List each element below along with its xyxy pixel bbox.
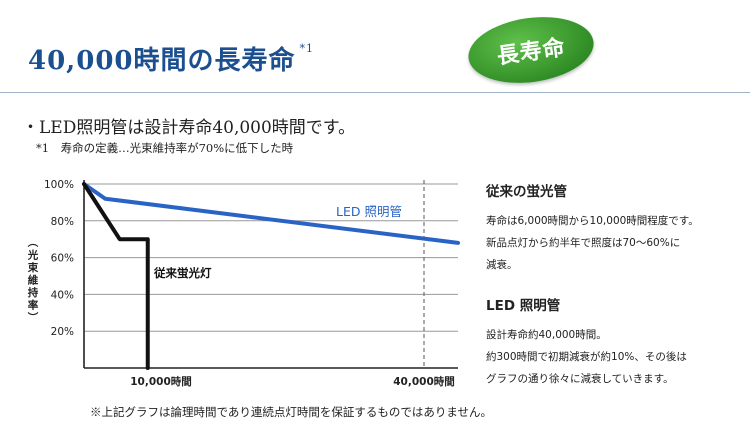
led-line-2: 約300時間で初期減衰が約10%、その後は	[486, 351, 687, 363]
fluorescent-description: 従来の蛍光管 寿命は6,000時間から10,000時間程度です。 新品点灯から約…	[486, 180, 726, 276]
y-label-char-0: （	[26, 237, 39, 248]
x-tick-10000: 10,000時間	[130, 375, 192, 388]
disclaimer-note: ※上記グラフは論理時間であり連続点灯時間を保証するものではありません。	[90, 405, 493, 419]
definition-footnote: *1 寿命の定義…光束維持率が70%に低下した時	[36, 141, 294, 155]
y-axis-label: （光束維持率）	[26, 237, 39, 323]
y-label-char-3: 維	[28, 274, 39, 287]
page-title: 40,000時間の長寿命 *1	[28, 40, 314, 77]
y-tick-labels: 100% 80% 60% 40% 20%	[44, 179, 74, 338]
fluorescent-heading: 従来の蛍光管	[486, 184, 567, 200]
badge-label: 長寿命	[495, 34, 568, 70]
y-tick-40: 40%	[51, 289, 74, 301]
title-footnote-mark: *1	[299, 42, 315, 55]
x-tick-40000: 40,000時間	[393, 375, 455, 388]
fluorescent-line-1: 寿命は6,000時間から10,000時間程度です。	[486, 215, 699, 227]
led-line-3: グラフの通り徐々に減衰していきます。	[486, 373, 674, 385]
y-label-char-4: 持	[28, 286, 39, 299]
title-divider	[0, 92, 750, 93]
y-label-char-5: 率	[28, 299, 39, 312]
y-label-char-6: ）	[26, 312, 39, 323]
lifetime-chart: 100% 80% 60% 40% 20% 10,000時間 40,000時間 LED 照明…	[26, 179, 460, 388]
chart-series	[82, 182, 460, 370]
fluorescent-line-2: 新品点灯から約半年で照度は70～60%に	[486, 237, 681, 249]
y-label-char-2: 束	[28, 261, 39, 274]
led-heading: LED 照明管	[486, 298, 561, 314]
title-text: 40,000時間の長寿命	[28, 46, 296, 76]
y-tick-80: 80%	[51, 216, 74, 228]
led-description: LED 照明管 設計寿命約40,000時間。 約300時間で初期減衰が約10%、…	[486, 294, 726, 390]
long-life-badge: 長寿命	[464, 9, 598, 91]
series-label-fluorescent: 従来蛍光灯	[153, 266, 212, 280]
series-label-led: LED 照明管	[336, 204, 402, 219]
led-line-1: 設計寿命約40,000時間。	[486, 329, 607, 341]
y-tick-20: 20%	[51, 326, 74, 338]
y-label-char-1: 光	[27, 249, 39, 262]
fluorescent-line-3: 減衰。	[486, 259, 518, 271]
summary-bullet: ・LED照明管は設計寿命40,000時間です。	[22, 118, 356, 138]
series-line-1	[82, 182, 150, 370]
y-tick-60: 60%	[51, 253, 74, 265]
x-tick-labels: 10,000時間 40,000時間	[130, 375, 455, 388]
y-tick-100: 100%	[44, 179, 74, 191]
